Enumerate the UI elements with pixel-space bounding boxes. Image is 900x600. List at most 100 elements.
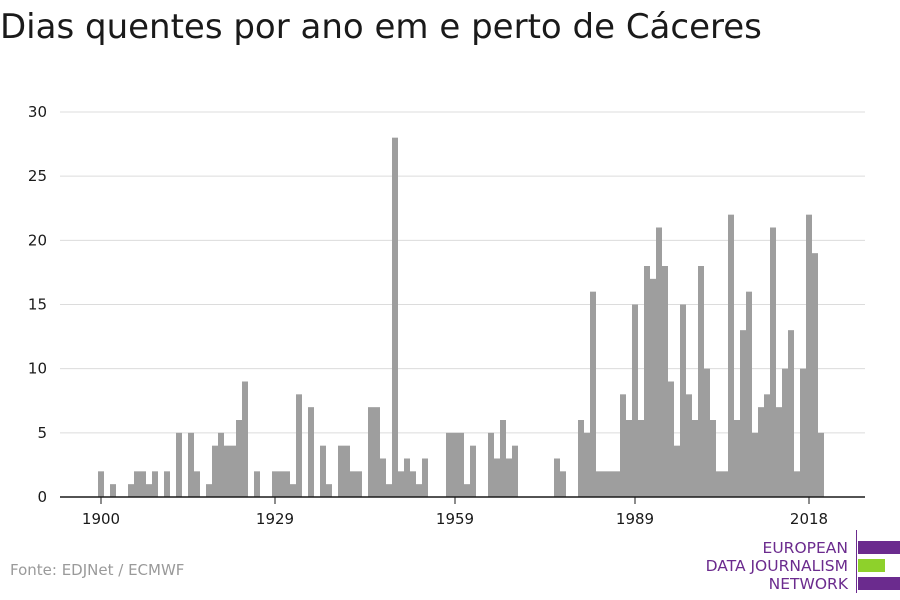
y-tick-label: 20 <box>28 231 47 249</box>
bar-2020 <box>818 432 824 497</box>
bar-1909 <box>152 471 158 497</box>
bar-1988 <box>626 420 632 497</box>
bar-1905 <box>128 484 134 497</box>
bar-1929 <box>272 471 278 497</box>
bar-1996 <box>674 445 680 497</box>
logo-bar-purple-bottom <box>858 577 900 590</box>
y-tick-label: 10 <box>28 360 47 378</box>
bar-1985 <box>608 471 614 497</box>
bar-1922 <box>230 445 236 497</box>
logo-bar-purple-top <box>858 541 900 554</box>
bar-2007 <box>740 330 746 497</box>
bar-1958 <box>446 432 452 497</box>
bar-2019 <box>812 253 818 497</box>
y-tick-label: 15 <box>28 296 47 314</box>
logo-divider <box>856 530 857 593</box>
bar-1937 <box>320 445 326 497</box>
bar-1987 <box>620 394 626 497</box>
gridlines <box>60 111 865 434</box>
bar-1921 <box>224 445 230 497</box>
bar-1941 <box>344 445 350 497</box>
bar-1977 <box>560 471 566 497</box>
chart-title: Dias quentes por ano em e perto de Cácer… <box>0 7 762 47</box>
bar-1952 <box>410 471 416 497</box>
bar-1908 <box>146 484 152 497</box>
logo-bar-green <box>858 559 885 572</box>
bar-1920 <box>218 432 224 497</box>
bar-1951 <box>404 458 410 497</box>
chart: 0 5 10 15 20 25 30 1900 1929 1959 1989 2018 <box>28 103 865 528</box>
bar-1933 <box>296 394 302 497</box>
bar-1932 <box>290 484 296 497</box>
x-tick-label: 2018 <box>790 510 828 528</box>
bar-2009 <box>752 432 758 497</box>
bar-1940 <box>338 445 344 497</box>
bar-1930 <box>278 471 284 497</box>
bar-1991 <box>644 266 650 497</box>
bar-1989 <box>632 304 638 497</box>
bar-1969 <box>512 445 518 497</box>
y-tick-label: 30 <box>28 103 47 121</box>
bar-1948 <box>386 484 392 497</box>
bar-1923 <box>236 420 242 497</box>
bar-1992 <box>650 278 656 497</box>
bar-1961 <box>464 484 470 497</box>
bar-1950 <box>398 471 404 497</box>
bar-2008 <box>746 291 752 497</box>
bar-1995 <box>668 381 674 497</box>
bar-1935 <box>308 407 314 497</box>
bar-1959 <box>452 432 458 497</box>
bar-1953 <box>416 484 422 497</box>
bar-1911 <box>164 471 170 497</box>
bar-1986 <box>614 471 620 497</box>
bar-2010 <box>758 407 764 497</box>
bar-1915 <box>188 432 194 497</box>
bar-2017 <box>800 368 806 497</box>
bar-1993 <box>656 227 662 497</box>
bar-1966 <box>494 458 500 497</box>
bar-1900 <box>98 471 104 497</box>
bar-1994 <box>662 266 668 497</box>
bar-2000 <box>698 266 704 497</box>
bar-2013 <box>776 407 782 497</box>
y-tick-label: 5 <box>37 424 47 442</box>
bar-2018 <box>806 214 812 497</box>
bar-1976 <box>554 458 560 497</box>
bar-1962 <box>470 445 476 497</box>
bar-1916 <box>194 471 200 497</box>
bar-1981 <box>584 432 590 497</box>
x-tick-label: 1959 <box>436 510 474 528</box>
edjnet-logo: EUROPEAN DATA JOURNALISM NETWORK <box>700 530 900 600</box>
bar-2003 <box>716 471 722 497</box>
bar-1947 <box>380 458 386 497</box>
y-tick-label: 25 <box>28 167 47 185</box>
bar-1918 <box>206 484 212 497</box>
bar-1945 <box>368 407 374 497</box>
bar-1983 <box>596 471 602 497</box>
bar-1967 <box>500 420 506 497</box>
bar-1926 <box>254 471 260 497</box>
bar-2002 <box>710 420 716 497</box>
bar-2006 <box>734 420 740 497</box>
y-tick-label: 0 <box>37 488 47 506</box>
x-tick-label: 1989 <box>616 510 654 528</box>
bar-1984 <box>602 471 608 497</box>
logo-line-1: EUROPEAN <box>762 539 848 557</box>
bar-1968 <box>506 458 512 497</box>
bar-1960 <box>458 432 464 497</box>
source-note: Fonte: EDJNet / ECMWF <box>10 561 185 579</box>
x-tick-label: 1900 <box>82 510 120 528</box>
bar-1913 <box>176 432 182 497</box>
bar-2015 <box>788 330 794 497</box>
x-axis: 1900 1929 1959 1989 2018 <box>82 497 828 528</box>
bar-2014 <box>782 368 788 497</box>
bar-1999 <box>692 420 698 497</box>
bar-1998 <box>686 394 692 497</box>
bar-2012 <box>770 227 776 497</box>
bar-1954 <box>422 458 428 497</box>
bar-1990 <box>638 420 644 497</box>
bar-2005 <box>728 214 734 497</box>
bar-1965 <box>488 432 494 497</box>
bar-1982 <box>590 291 596 497</box>
bar-1931 <box>284 471 290 497</box>
